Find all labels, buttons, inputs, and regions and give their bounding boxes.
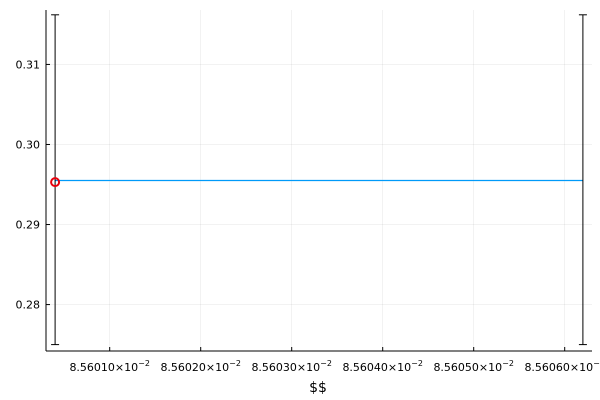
x-tick-label: 8.56010×10−2 (69, 359, 150, 374)
x-tick-label: 8.56060×10−2 (524, 359, 600, 374)
x-tick-label: 8.56030×10−2 (251, 359, 332, 374)
markers (50, 177, 61, 188)
y-tick-label: 0.29 (16, 219, 41, 232)
x-tick-label: 8.56040×10−2 (342, 359, 423, 374)
axes (45, 10, 592, 352)
x-tick-label: 8.56020×10−2 (160, 359, 241, 374)
y-tick-label: 0.31 (16, 58, 41, 71)
data-point-marker (50, 177, 61, 188)
error-bars (51, 14, 587, 346)
y-tick-label: 0.28 (16, 299, 41, 312)
x-tick-label: 8.56050×10−2 (433, 359, 514, 374)
x-axis-label: $$ (309, 380, 327, 396)
y-tick-label: 0.30 (16, 138, 41, 151)
x-ticks: 8.56010×10−2 8.56020×10−2 8.56030×10−2 8.56… (69, 347, 600, 374)
y-ticks: 0.28 0.29 0.30 0.31 (16, 58, 50, 312)
